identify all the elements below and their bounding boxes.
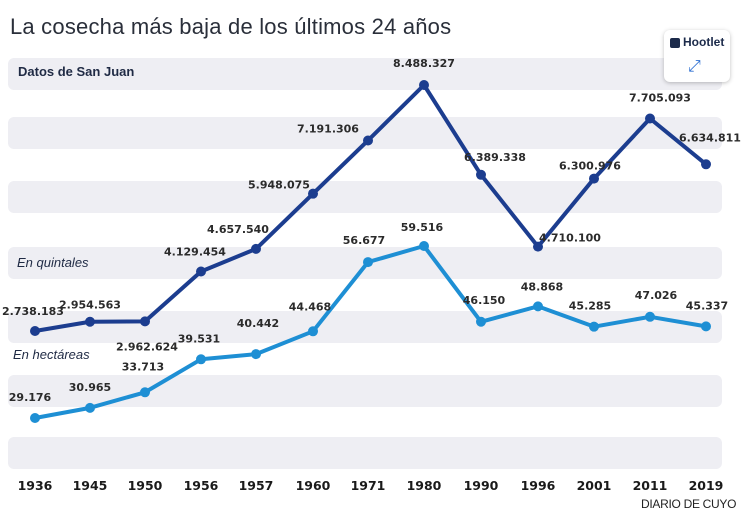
data-point-quintales: [419, 80, 429, 90]
hootlet-widget[interactable]: Hootlet ⤢: [664, 30, 730, 82]
data-point-hectareas: [645, 311, 655, 322]
data-label-hectareas: 45.285: [569, 300, 611, 313]
owl-icon: [670, 38, 680, 48]
data-label-hectareas: 39.531: [178, 332, 220, 345]
x-tick-label: 2019: [689, 478, 724, 493]
data-label-hectareas: 33.713: [122, 360, 164, 373]
data-point-hectareas: [533, 301, 543, 312]
data-label-quintales: 6.389.338: [464, 151, 526, 164]
data-point-quintales: [363, 135, 373, 146]
x-tick-label: 1950: [128, 478, 163, 493]
data-point-hectareas: [140, 387, 150, 398]
source-credit: DIARIO DE CUYO: [641, 497, 737, 511]
x-tick-label: 1960: [296, 478, 331, 493]
hootlet-label: Hootlet: [683, 35, 725, 49]
x-tick-label: 1980: [407, 478, 442, 493]
data-point-quintales: [589, 173, 599, 184]
grid-band: [8, 375, 722, 407]
data-label-hectareas: 59.516: [401, 221, 444, 234]
data-label-hectareas: 45.337: [686, 299, 728, 312]
x-tick-label: 1996: [521, 478, 556, 493]
series-label-hectareas: En hectáreas: [13, 347, 90, 362]
series-label-quintales: En quintales: [17, 255, 89, 270]
data-label-quintales: 2.962.624: [116, 340, 178, 353]
x-tick-label: 1956: [184, 478, 219, 493]
data-point-quintales: [251, 243, 261, 254]
data-label-quintales: 6.300.976: [559, 160, 621, 173]
chart-subtitle: Datos de San Juan: [18, 64, 134, 79]
data-point-quintales: [30, 326, 40, 336]
grid-band: [8, 58, 722, 90]
data-label-quintales: 7.191.306: [297, 122, 359, 135]
data-point-quintales: [476, 169, 486, 180]
data-point-hectareas: [476, 316, 486, 327]
data-label-hectareas: 30.965: [69, 381, 111, 394]
grid-band: [8, 437, 722, 469]
data-label-hectareas: 48.868: [521, 280, 563, 293]
data-label-hectareas: 40.442: [237, 317, 279, 330]
data-label-hectareas: 46.150: [463, 294, 506, 307]
data-point-quintales: [196, 266, 206, 277]
data-point-hectareas: [363, 257, 373, 268]
data-point-hectareas: [196, 354, 206, 365]
x-tick-label: 1971: [351, 478, 386, 493]
data-label-quintales: 2.738.183: [2, 305, 64, 318]
data-label-hectareas: 44.468: [289, 300, 331, 313]
data-point-hectareas: [701, 321, 711, 332]
expand-icon[interactable]: ⤢: [688, 56, 701, 75]
data-point-hectareas: [419, 241, 429, 251]
data-label-quintales: 4.129.454: [164, 245, 226, 258]
data-point-hectareas: [30, 413, 40, 423]
data-point-quintales: [645, 113, 655, 124]
grid-band: [8, 181, 722, 213]
chart-title: La cosecha más baja de los últimos 24 añ…: [10, 14, 452, 39]
data-point-quintales: [85, 316, 95, 327]
data-label-quintales: 4.710.100: [539, 232, 601, 245]
x-tick-label: 1936: [18, 478, 53, 493]
grid-band: [8, 311, 722, 343]
data-point-hectareas: [85, 402, 95, 413]
data-point-hectareas: [308, 326, 318, 337]
data-label-hectareas: 56.677: [343, 234, 385, 247]
data-label-quintales: 8.488.327: [393, 57, 455, 70]
data-label-hectareas: 29.176: [9, 391, 52, 404]
x-tick-label: 2011: [633, 478, 668, 493]
grid-band: [8, 117, 722, 149]
data-point-quintales: [140, 316, 150, 327]
data-label-quintales: 2.954.563: [59, 299, 121, 312]
data-point-quintales: [533, 241, 543, 252]
data-label-quintales: 6.634.811: [679, 131, 741, 144]
data-point-hectareas: [251, 349, 261, 360]
data-point-quintales: [701, 159, 711, 170]
x-tick-label: 2001: [577, 478, 612, 493]
data-label-quintales: 7.705.093: [629, 92, 691, 105]
x-tick-label: 1990: [464, 478, 499, 493]
data-label-quintales: 4.657.540: [207, 223, 269, 236]
x-tick-label: 1957: [239, 478, 274, 493]
data-label-quintales: 5.948.075: [248, 179, 310, 192]
data-label-hectareas: 47.026: [635, 289, 678, 302]
data-point-hectareas: [589, 321, 599, 332]
data-point-quintales: [308, 188, 318, 199]
x-tick-label: 1945: [73, 478, 108, 493]
